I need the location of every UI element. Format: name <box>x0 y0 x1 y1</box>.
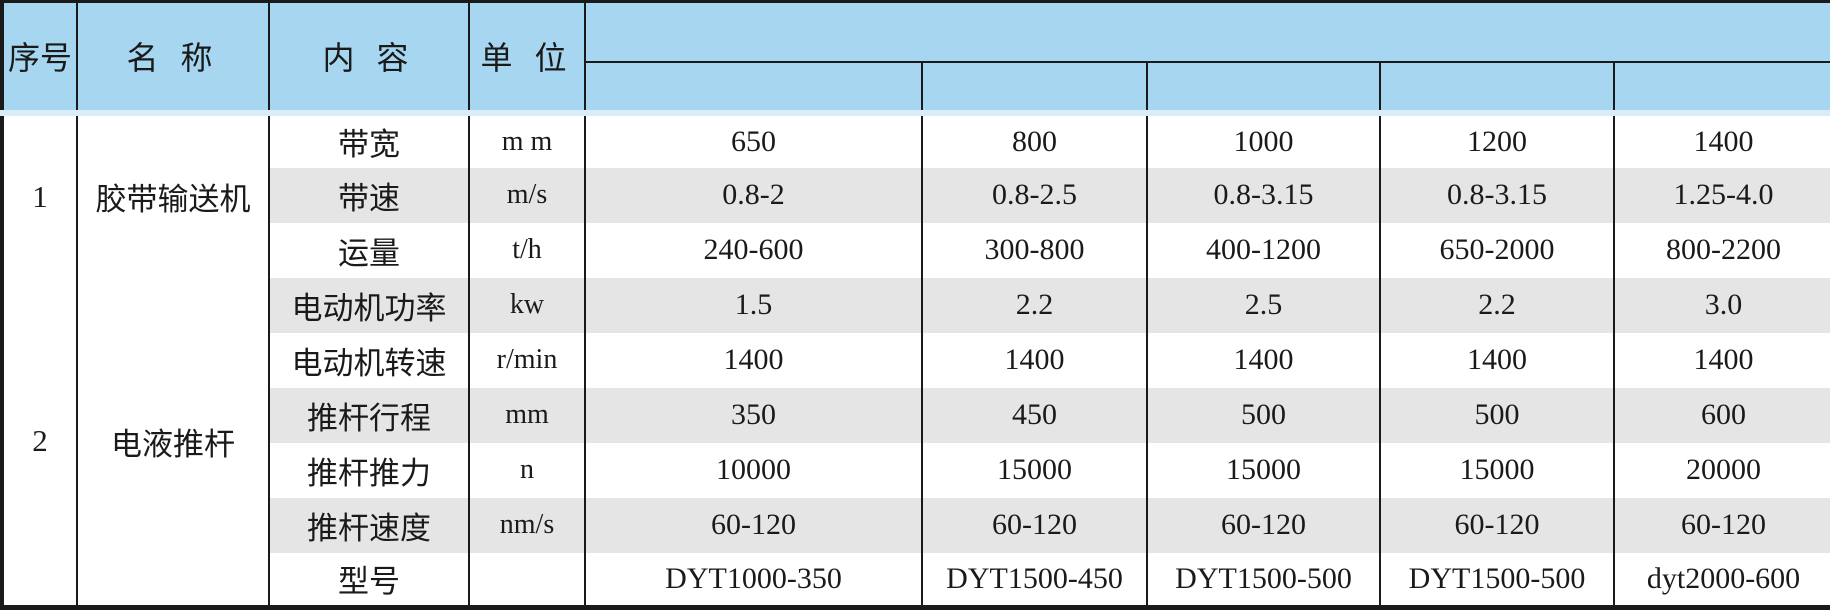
unit-label: n <box>468 442 585 498</box>
table-row: 推杆速度 nm/s 60-120 60-120 60-120 60-120 60… <box>2 497 1830 553</box>
table-row: 推杆推力 n 10000 15000 15000 15000 20000 <box>2 442 1830 498</box>
header-subcell-2 <box>921 61 1147 116</box>
value-cell: DYT1500-500 <box>1379 552 1614 608</box>
value-cell: 1400 <box>1146 332 1380 388</box>
col-header-name: 名 称 <box>76 1 269 116</box>
value-cell: 2.5 <box>1146 277 1380 333</box>
content-label: 推杆推力 <box>268 442 469 498</box>
table-row: 2 电液推杆 电动机功率 kw 1.5 2.2 2.5 2.2 3.0 <box>1 277 1830 608</box>
unit-label: t/h <box>468 222 585 278</box>
unit-label: kw <box>468 277 585 333</box>
table-row: 型号 DYT1000-350 DYT1500-450 DYT1500-500 D… <box>2 552 1830 608</box>
value-cell: 2.2 <box>1379 277 1614 333</box>
header-row-top: 序号 名 称 内 容 单 位 <box>1 1 1830 116</box>
group1-serial: 1 <box>1 112 77 278</box>
content-label: 电动机转速 <box>268 332 469 388</box>
value-cell: 800-2200 <box>1612 222 1830 278</box>
value-cell: 240-600 <box>584 222 922 278</box>
value-cell: 1400 <box>1612 112 1830 168</box>
content-label: 带宽 <box>268 112 469 168</box>
value-cell: 800 <box>921 112 1147 168</box>
table-row: 推杆行程 mm 350 450 500 500 600 <box>2 387 1830 443</box>
value-cell: 60-120 <box>1612 497 1830 553</box>
header-row-sub <box>2 61 1830 116</box>
value-cell: DYT1500-500 <box>1146 552 1380 608</box>
value-cell: 20000 <box>1612 442 1830 498</box>
value-cell: DYT1000-350 <box>584 552 922 608</box>
value-cell: 1400 <box>584 332 922 388</box>
value-cell: 0.8-2.5 <box>921 167 1147 223</box>
value-cell: 3.0 <box>1612 277 1830 333</box>
value-cell: 450 <box>921 387 1147 443</box>
header-span-cell <box>583 1 1830 63</box>
value-cell: 500 <box>1379 387 1614 443</box>
value-cell: 2.2 <box>921 277 1147 333</box>
unit-label: m/s <box>468 167 585 223</box>
value-cell: 600 <box>1612 387 1830 443</box>
content-label: 推杆速度 <box>268 497 469 553</box>
value-cell: 650-2000 <box>1379 222 1614 278</box>
table-row: 带速 m/s 0.8-2 0.8-2.5 0.8-3.15 0.8-3.15 1… <box>2 167 1830 223</box>
col-header-serial: 序号 <box>1 1 77 116</box>
table-row: 运量 t/h 240-600 300-800 400-1200 650-2000… <box>2 222 1830 278</box>
value-cell: 400-1200 <box>1146 222 1380 278</box>
value-cell: 1000 <box>1146 112 1380 168</box>
value-cell: 650 <box>584 112 922 168</box>
value-cell: 0.8-3.15 <box>1379 167 1614 223</box>
unit-label: m m <box>468 112 585 168</box>
value-cell: 10000 <box>584 442 922 498</box>
value-cell: 1400 <box>921 332 1147 388</box>
value-cell: 300-800 <box>921 222 1147 278</box>
group2-name: 电液推杆 <box>76 277 269 608</box>
value-cell: 0.8-3.15 <box>1146 167 1380 223</box>
value-cell: 350 <box>584 387 922 443</box>
content-label: 型号 <box>268 552 469 608</box>
value-cell: 60-120 <box>921 497 1147 553</box>
value-cell: 1200 <box>1379 112 1614 168</box>
value-cell: 15000 <box>921 442 1147 498</box>
header-subcell-3 <box>1146 61 1380 116</box>
value-cell: dyt2000-600 <box>1612 552 1830 608</box>
content-label: 运量 <box>268 222 469 278</box>
value-cell: 60-120 <box>1146 497 1380 553</box>
col-header-unit: 单 位 <box>468 1 585 116</box>
header-subcell-4 <box>1379 61 1614 116</box>
content-label: 带速 <box>268 167 469 223</box>
content-label: 电动机功率 <box>268 277 469 333</box>
content-label: 推杆行程 <box>268 387 469 443</box>
value-cell: 1400 <box>1379 332 1614 388</box>
col-header-content: 内 容 <box>268 1 469 116</box>
value-cell: 0.8-2 <box>584 167 922 223</box>
group1-name: 胶带输送机 <box>76 112 269 278</box>
value-cell: 500 <box>1146 387 1380 443</box>
unit-label: r/min <box>468 332 585 388</box>
value-cell: 1.25-4.0 <box>1612 167 1830 223</box>
value-cell: 1400 <box>1612 332 1830 388</box>
unit-label: nm/s <box>468 497 585 553</box>
value-cell: DYT1500-450 <box>921 552 1147 608</box>
group2-serial: 2 <box>1 277 77 608</box>
value-cell: 60-120 <box>584 497 922 553</box>
unit-label <box>468 552 585 608</box>
header-subcell-1 <box>584 61 922 116</box>
value-cell: 60-120 <box>1379 497 1614 553</box>
table-row: 电动机转速 r/min 1400 1400 1400 1400 1400 <box>2 332 1830 388</box>
value-cell: 1.5 <box>584 277 922 333</box>
header-subcell-5 <box>1612 61 1830 116</box>
table-row: 1 胶带输送机 带宽 m m 650 800 1000 1200 1400 <box>1 112 1830 278</box>
unit-label: mm <box>468 387 585 443</box>
value-cell: 15000 <box>1379 442 1614 498</box>
value-cell: 15000 <box>1146 442 1380 498</box>
